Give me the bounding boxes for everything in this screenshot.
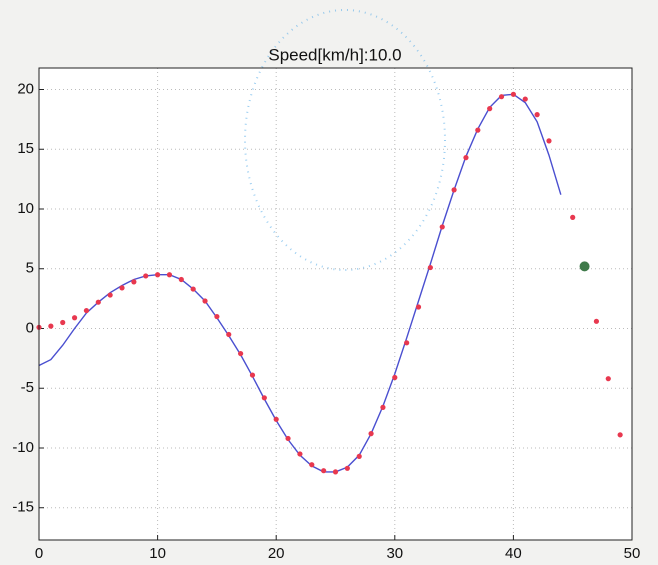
y-tick-label: -5 [21, 379, 34, 396]
data-point [522, 96, 528, 102]
data-point [510, 91, 516, 97]
data-point [261, 395, 267, 401]
data-point [321, 468, 327, 474]
data-point [463, 155, 469, 161]
data-point [60, 319, 66, 326]
data-point [119, 285, 125, 291]
data-point [71, 315, 78, 321]
data-point [404, 340, 410, 346]
data-point [579, 261, 590, 272]
data-point [439, 224, 445, 230]
data-point [297, 451, 303, 457]
data-point [190, 286, 196, 292]
data-point [226, 331, 232, 338]
y-tick-label: -10 [12, 439, 34, 456]
x-tick-label: 0 [35, 545, 43, 562]
data-point [202, 298, 208, 304]
data-point [273, 416, 279, 422]
x-tick-label: 40 [505, 545, 522, 562]
y-tick-label: 10 [17, 200, 34, 217]
data-point [214, 313, 220, 320]
plot-area [39, 68, 632, 540]
data-point [83, 307, 90, 314]
x-tick-label: 30 [386, 545, 403, 562]
data-point [570, 214, 576, 220]
x-tick-label: 10 [149, 545, 166, 562]
data-point [48, 323, 54, 329]
data-point [475, 127, 481, 133]
data-point [155, 272, 161, 278]
y-tick-label: 20 [17, 80, 34, 97]
data-point [451, 187, 457, 193]
data-point [166, 272, 173, 278]
data-point [249, 372, 256, 378]
x-tick-label: 20 [268, 545, 285, 562]
y-tick-label: 15 [17, 140, 34, 157]
y-tick-label: -15 [12, 499, 34, 516]
data-point [427, 264, 433, 271]
y-tick-label: 5 [26, 260, 34, 277]
data-point [143, 273, 149, 279]
data-point [107, 292, 113, 298]
data-point [534, 112, 540, 118]
data-point [178, 276, 184, 283]
data-point [380, 404, 386, 410]
data-point [617, 432, 623, 438]
plot-frame [38, 67, 633, 541]
data-point [498, 94, 505, 100]
chart-title: Speed[km/h]:10.0 [268, 45, 401, 64]
data-point [285, 435, 291, 442]
data-point [368, 431, 374, 437]
data-point [95, 299, 101, 305]
x-tick-label: 50 [624, 545, 641, 562]
data-point [356, 453, 362, 459]
data-point [344, 465, 350, 471]
data-point [593, 318, 600, 324]
data-point [487, 106, 493, 112]
y-tick-label: 0 [26, 319, 34, 336]
overlay-noise [244, 9, 446, 271]
data-point [131, 279, 137, 285]
data-point [238, 350, 244, 357]
data-point [332, 469, 339, 475]
data-point [309, 462, 315, 468]
data-point [415, 304, 422, 310]
data-point [546, 138, 552, 144]
data-point [392, 374, 398, 381]
data-point [605, 376, 611, 382]
